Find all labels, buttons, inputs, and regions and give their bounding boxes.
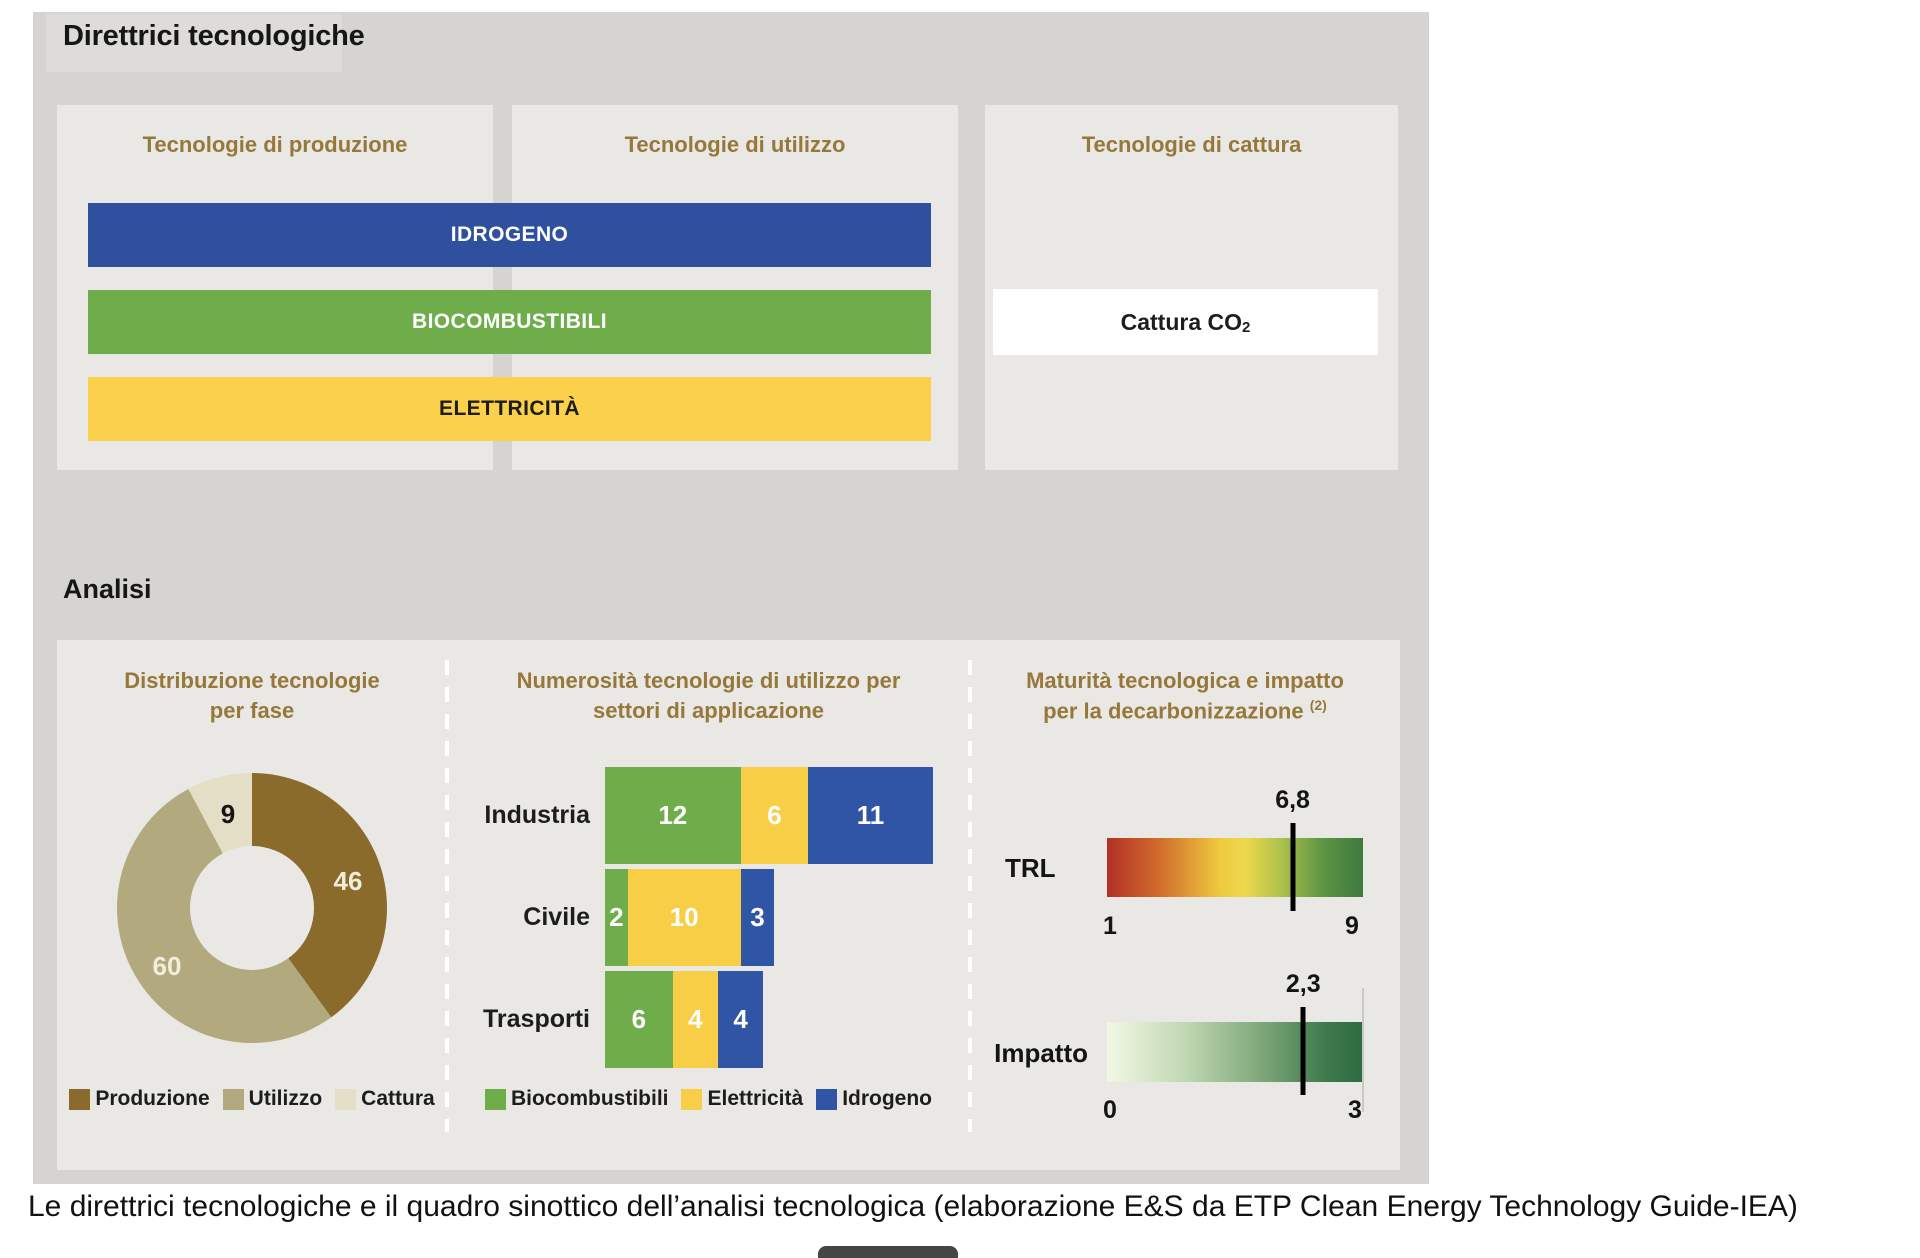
- bar-row: Industria 12 6 11: [460, 767, 970, 864]
- trl-label: TRL: [1005, 853, 1056, 883]
- bar-segment: 12: [605, 767, 741, 864]
- donut-chart-title: Distribuzione tecnologie per fase: [57, 666, 447, 725]
- legend-swatch-utilizzo: [222, 1088, 244, 1110]
- donut-chart-title-line1: Distribuzione tecnologie: [124, 668, 380, 693]
- legend-label-utilizzo: Utilizzo: [248, 1087, 323, 1110]
- legend-item-idrogeno: Idrogeno: [816, 1087, 932, 1111]
- donut-chart-title-line2: per fase: [209, 697, 295, 723]
- impatto-marker-line: [1300, 1007, 1306, 1095]
- trl-min-label: 1: [1103, 912, 1117, 940]
- dashed-divider-2: [968, 660, 972, 1132]
- impatto-value-label: 2,3: [1285, 970, 1321, 998]
- legend-label-cattura: Cattura: [361, 1087, 435, 1110]
- legend-swatch-elettricita: [681, 1088, 703, 1110]
- trl-marker-track: 6,8: [1107, 786, 1363, 911]
- bar-row: Trasporti 6 4 4: [460, 971, 970, 1068]
- bar-chart-title: Numerosità tecnologie di utilizzo per se…: [447, 666, 970, 725]
- legend-item-elettricita: Elettricità: [681, 1087, 803, 1111]
- impatto-marker-track: 2,3: [1107, 970, 1363, 1095]
- donut-value-utilizzo: 60: [152, 951, 182, 981]
- donut-value-cattura: 9: [220, 799, 236, 829]
- legend-item-utilizzo: Utilizzo: [222, 1087, 323, 1111]
- bar-chart-legend: Biocombustibili Elettricità Idrogeno: [447, 1087, 970, 1111]
- legend-item-biocombustibili: Biocombustibili: [484, 1087, 669, 1111]
- scales-chart-title-line1: Maturità tecnologica e impatto: [1026, 668, 1344, 693]
- legend-item-cattura: Cattura: [335, 1087, 435, 1111]
- bar-category-label: Industria: [484, 801, 590, 829]
- vector-bar-elettricita: ELETTRICITÀ: [88, 377, 931, 441]
- panel-header-cattura: Tecnologie di cattura: [1081, 132, 1302, 157]
- bar-segment: 6: [605, 971, 673, 1068]
- cattura-co2-label: Cattura CO: [1120, 308, 1243, 335]
- dashed-divider-1: [445, 660, 449, 1132]
- trl-marker-line: [1290, 823, 1296, 911]
- trl-max-label: 9: [1345, 912, 1359, 940]
- bar-segment: 2: [605, 869, 628, 966]
- bar-category-label: Civile: [523, 903, 590, 931]
- legend-swatch-biocombustibili: [484, 1088, 506, 1110]
- impatto-max-label: 3: [1348, 1096, 1362, 1124]
- trl-value-label: 6,8: [1275, 786, 1310, 814]
- panel-header-produzione: Tecnologie di produzione: [142, 132, 408, 157]
- trl-gradient-bar: [1107, 838, 1363, 897]
- donut-chart: [117, 773, 387, 1043]
- bar-segment: 10: [627, 869, 741, 966]
- donut-legend: Produzione Utilizzo Cattura: [57, 1087, 447, 1111]
- impatto-axis-line: [1362, 988, 1364, 1112]
- bar-segment: 4: [717, 971, 764, 1068]
- bar-segment: 6: [740, 767, 809, 864]
- scales-chart-title-line2: per la decarbonizzazione: [1043, 698, 1304, 724]
- legend-label-produzione: Produzione: [95, 1087, 210, 1110]
- bar-segment: 3: [740, 869, 775, 966]
- vector-bar-idrogeno: IDROGENO: [88, 203, 931, 267]
- impatto-label: Impatto: [994, 1038, 1088, 1068]
- direttrici-section-title: Direttrici tecnologiche: [63, 20, 365, 52]
- figure-caption: Le direttrici tecnologiche e il quadro s…: [28, 1190, 1798, 1223]
- legend-swatch-produzione: [69, 1088, 91, 1110]
- page-edge-tab: [818, 1246, 958, 1258]
- analisi-section-title: Analisi: [63, 574, 152, 604]
- legend-label-biocombustibili: Biocombustibili: [510, 1087, 669, 1110]
- scales-chart-title: Maturità tecnologica e impatto per la de…: [970, 666, 1400, 726]
- bar-chart-title-line1: Numerosità tecnologie di utilizzo per: [516, 668, 901, 693]
- impatto-gradient-bar: [1107, 1022, 1363, 1082]
- impatto-min-label: 0: [1103, 1096, 1117, 1124]
- bar-chart-title-line2: settori di applicazione: [592, 697, 825, 723]
- panel-tecnologie-cattura: Tecnologie di cattura: [985, 105, 1398, 470]
- bar-segment: 11: [808, 767, 933, 864]
- cattura-co2-box: Cattura CO 2: [993, 289, 1378, 355]
- bar-row: Civile 2 10 3: [460, 869, 970, 966]
- legend-label-idrogeno: Idrogeno: [842, 1087, 933, 1110]
- stacked-bar-chart: Industria 12 6 11 Civile 2 10 3 Trasporti 6 4 4: [460, 767, 970, 1073]
- legend-swatch-cattura: [335, 1088, 357, 1110]
- bar-segment: 4: [672, 971, 718, 1068]
- panel-header-utilizzo: Tecnologie di utilizzo: [624, 132, 846, 157]
- donut-value-produzione: 46: [333, 866, 363, 896]
- bar-category-label: Trasporti: [483, 1005, 590, 1033]
- scales-chart-title-footnote: (2): [1309, 696, 1327, 713]
- legend-label-elettricita: Elettricità: [707, 1087, 804, 1110]
- legend-item-produzione: Produzione: [69, 1087, 210, 1111]
- legend-swatch-idrogeno: [816, 1088, 838, 1110]
- cattura-co2-subscript: 2: [1242, 318, 1251, 336]
- vector-bar-biocombustibili: BIOCOMBUSTIBILI: [88, 290, 931, 354]
- direttrici-title-highlight: [46, 14, 342, 72]
